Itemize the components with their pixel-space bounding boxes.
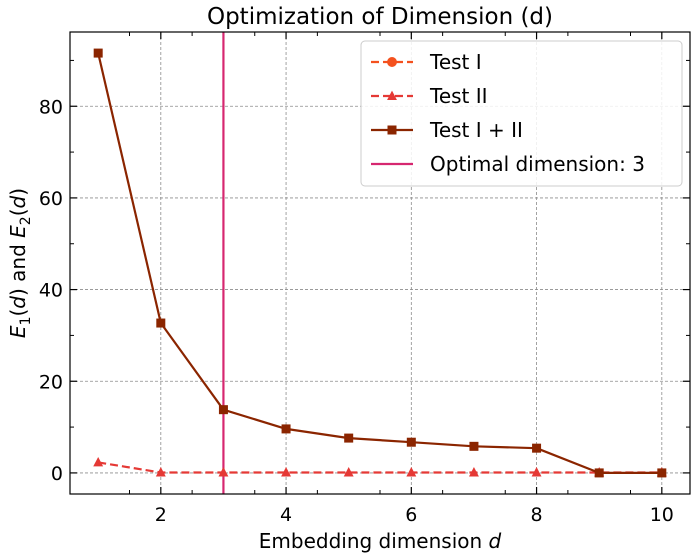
x-axis-title: Embedding dimension d bbox=[259, 529, 502, 553]
legend-item: Optimal dimension: 3 bbox=[371, 152, 645, 176]
y-tick-label: 40 bbox=[39, 280, 63, 302]
y-tick-label: 60 bbox=[39, 188, 63, 210]
data-point bbox=[387, 90, 397, 101]
x-tick-label: 10 bbox=[650, 504, 674, 526]
data-point bbox=[532, 443, 542, 453]
legend-label: Test I bbox=[429, 50, 482, 74]
series-test-i-ii bbox=[93, 48, 667, 478]
data-point bbox=[93, 48, 103, 58]
data-point bbox=[469, 441, 479, 451]
x-tick-label: 4 bbox=[280, 504, 292, 526]
y-tick-label: 0 bbox=[51, 463, 63, 485]
legend-item: Test I bbox=[371, 50, 482, 74]
data-point bbox=[281, 424, 291, 434]
series-layer bbox=[93, 32, 667, 494]
ticks: 2 4 6 8 10 0 20 40 60 80 bbox=[39, 32, 690, 526]
data-point bbox=[344, 433, 354, 443]
legend-label: Optimal dimension: 3 bbox=[430, 152, 645, 176]
data-point bbox=[156, 318, 166, 328]
y-axis-title: E1(d) and E2(d) bbox=[6, 188, 34, 338]
data-point bbox=[406, 467, 417, 477]
x-tick-label: 2 bbox=[155, 504, 167, 526]
legend-item: Test II bbox=[371, 84, 488, 108]
series-line bbox=[97, 52, 662, 474]
chart-title: Optimization of Dimension (d) bbox=[207, 4, 553, 30]
legend-label: Test I + II bbox=[429, 118, 523, 142]
data-point bbox=[93, 456, 104, 467]
data-point bbox=[155, 467, 166, 477]
data-point bbox=[343, 467, 354, 477]
legend-label: Test II bbox=[429, 84, 488, 108]
y-tick-label: 80 bbox=[39, 96, 63, 118]
data-point bbox=[594, 468, 604, 478]
data-point bbox=[406, 437, 416, 447]
data-point bbox=[218, 405, 228, 415]
y-tick-label: 20 bbox=[39, 371, 63, 393]
data-point bbox=[531, 467, 542, 477]
x-tick-label: 6 bbox=[405, 504, 417, 526]
legend-item: Test I + II bbox=[371, 118, 523, 142]
data-point bbox=[218, 467, 229, 477]
legend: Test I Test II Test I + II Optimal dimensio… bbox=[360, 40, 683, 187]
series-line bbox=[98, 461, 662, 474]
data-point bbox=[657, 468, 667, 478]
data-point bbox=[387, 57, 397, 67]
legend-frame bbox=[360, 40, 683, 187]
series-test-ii bbox=[93, 456, 667, 477]
x-tick-label: 8 bbox=[531, 504, 543, 526]
data-point bbox=[387, 125, 397, 135]
data-point bbox=[468, 467, 479, 477]
data-point bbox=[281, 467, 292, 477]
